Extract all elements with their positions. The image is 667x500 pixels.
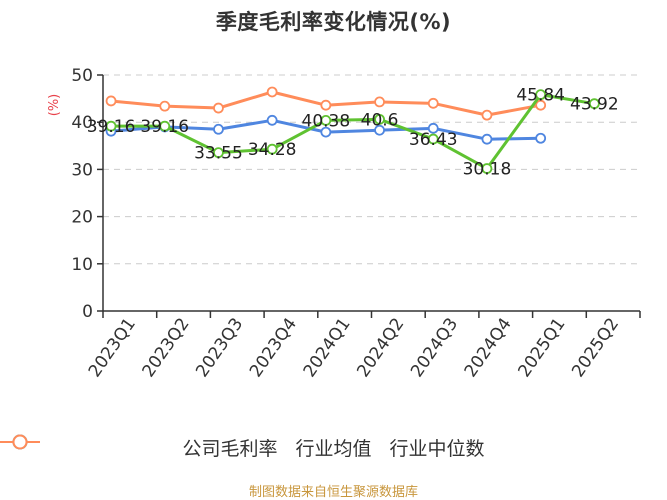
data-point-marker[interactable]	[320, 115, 332, 126]
data-point-marker[interactable]	[374, 113, 385, 125]
data-point-marker[interactable]	[105, 95, 117, 107]
x-tick-label: 2023Q2	[139, 314, 194, 381]
y-tick-label: 30	[71, 160, 93, 180]
y-tick-label: 0	[82, 302, 93, 322]
data-point-marker[interactable]	[266, 143, 278, 155]
legend-item-industry-avg[interactable]: 行业均值	[0, 434, 372, 461]
legend-label: 行业均值	[295, 438, 372, 460]
x-tick-label: 2025Q1	[514, 314, 569, 381]
legend-line-marker-icon	[0, 434, 40, 450]
data-label: 45.84	[516, 86, 565, 106]
y-tick-label: 20	[71, 208, 93, 228]
data-label: 43.92	[570, 95, 619, 115]
data-label: 33.55	[194, 144, 243, 164]
data-label: 40.6	[361, 110, 399, 130]
data-point-marker[interactable]	[481, 163, 493, 174]
data-point-marker[interactable]	[320, 126, 332, 138]
x-tick-label: 2025Q2	[568, 314, 623, 381]
data-point-marker[interactable]	[481, 133, 493, 145]
data-point-marker[interactable]	[588, 98, 600, 110]
x-tick-label: 2024Q4	[461, 314, 516, 381]
legend-item-industry-median[interactable]: 行业中位数	[0, 434, 485, 461]
data-point-marker[interactable]	[535, 89, 547, 101]
x-tick-label: 2024Q1	[300, 314, 355, 381]
data-point-marker[interactable]	[213, 102, 224, 114]
data-point-marker[interactable]	[427, 122, 439, 134]
data-label: 39.16	[87, 117, 136, 137]
data-point-marker[interactable]	[374, 124, 385, 136]
data-point-marker[interactable]	[427, 97, 439, 109]
data-point-marker[interactable]	[159, 100, 171, 112]
y-tick-label: 10	[71, 255, 93, 275]
data-point-marker[interactable]	[266, 86, 278, 98]
line-chart: 01020304050(%)2023Q12023Q22023Q32023Q420…	[47, 66, 641, 381]
data-point-marker[interactable]	[320, 99, 332, 111]
data-point-marker[interactable]	[213, 147, 224, 159]
data-point-marker[interactable]	[213, 123, 224, 135]
x-tick-label: 2023Q1	[85, 314, 140, 381]
x-tick-label: 2024Q2	[353, 314, 408, 381]
legend-label: 公司毛利率	[182, 438, 278, 460]
data-point-marker[interactable]	[535, 99, 547, 111]
x-tick-label: 2023Q4	[246, 314, 301, 381]
series-line	[111, 93, 595, 171]
data-point-marker[interactable]	[105, 120, 117, 132]
data-point-marker[interactable]	[266, 114, 278, 126]
data-point-marker[interactable]	[481, 109, 493, 121]
legend-label: 行业中位数	[389, 438, 485, 460]
chart-legend: 公司毛利率 行业均值 行业中位数	[0, 434, 667, 461]
source-note: 制图数据来自恒生聚源数据库	[248, 485, 418, 500]
y-tick-label: 50	[71, 66, 93, 86]
data-point-marker[interactable]	[427, 133, 439, 145]
data-point-marker[interactable]	[535, 132, 547, 144]
data-label: 30.18	[463, 160, 512, 180]
data-point-marker[interactable]	[159, 120, 171, 132]
data-label: 36.43	[409, 130, 458, 150]
x-tick-label: 2024Q3	[407, 314, 462, 381]
data-label: 34.28	[248, 140, 297, 160]
chart-title: 季度毛利率变化情况(%)	[215, 10, 452, 34]
x-tick-label: 2023Q3	[192, 314, 247, 381]
y-tick-label: 40	[71, 113, 93, 133]
y-axis-label: (%)	[47, 94, 62, 117]
data-label: 39.16	[140, 117, 189, 137]
data-label: 40.38	[302, 111, 351, 131]
data-point-marker[interactable]	[374, 96, 385, 108]
legend-item-company[interactable]: 公司毛利率	[0, 434, 278, 461]
